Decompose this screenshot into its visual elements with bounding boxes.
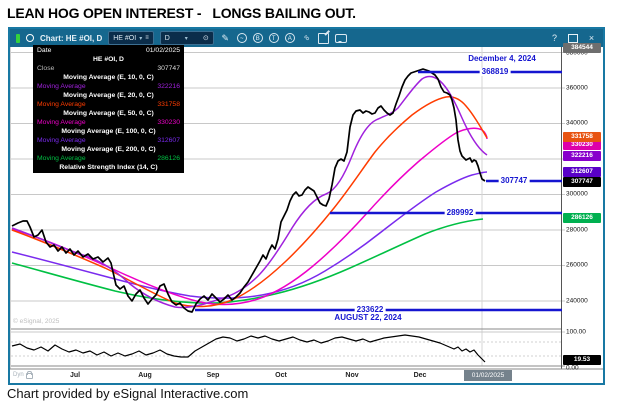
interval-select[interactable]: D ▾ ⊙ — [159, 31, 214, 45]
legend-ma-header: Moving Average (E, 50, 0, C) — [63, 110, 154, 117]
chart-toolbar: Chart: HE #OI, D HE #OI ▾ ≡ D ▾ ⊙ ✎ ~ B … — [10, 29, 603, 47]
cursor-date-badge: 01/02/2025 — [464, 370, 512, 381]
wave-study-button[interactable]: ~ — [236, 33, 247, 43]
legend-ma-label: Moving Average — [37, 119, 86, 126]
chevron-down-icon[interactable]: ▾ — [139, 35, 143, 42]
y-tick: 240000 — [566, 297, 588, 305]
connection-status-icon — [26, 34, 34, 42]
legend-close-label: Close — [37, 65, 55, 72]
esignal-watermark: © eSignal, 2025 — [13, 318, 60, 325]
data-window-legend: Date 01/02/2025 HE #OI, D Close 307747 Mov… — [33, 45, 184, 173]
text-tool-button[interactable]: T — [268, 33, 279, 43]
legend-ma-value: 286126 — [157, 155, 180, 162]
x-tick-month: Sep — [206, 372, 220, 379]
edit-study-button[interactable] — [317, 32, 329, 44]
axis-badge-ema100: 312607 — [563, 167, 601, 177]
chevron-down-icon[interactable]: ▾ — [184, 35, 188, 42]
axis-badge-ema20: 331758 — [563, 132, 601, 142]
page-title: LEAN HOG OPEN INTEREST - LONGS BAILING O… — [7, 5, 356, 21]
legend-ma-value: 331758 — [157, 101, 180, 108]
rsi-tick: 0.00 — [566, 364, 579, 372]
y-tick: 300000 — [566, 190, 588, 198]
annotation-low-value: 233622 — [354, 305, 386, 314]
axis-badge-ema200: 286126 — [563, 213, 601, 223]
window-title: Chart: HE #OI, D — [40, 33, 103, 43]
legend-ma-label: Moving Average — [37, 137, 86, 144]
help-button[interactable]: ? — [551, 33, 557, 43]
legend-ma-label: Moving Average — [37, 83, 86, 90]
restore-window-button[interactable] — [568, 33, 578, 43]
x-tick-month: Aug — [138, 372, 152, 379]
clock-icon[interactable]: ⊙ — [202, 35, 209, 42]
legend-ma-value: 322216 — [157, 83, 180, 90]
legend-ma-value: 312607 — [157, 137, 180, 144]
annotation-low-date: AUGUST 22, 2024 — [334, 313, 402, 322]
axis-badge-session-high: 384544 — [563, 43, 601, 53]
x-tick-month: Dec — [413, 372, 427, 379]
legend-ma-header: Moving Average (E, 100, 0, C) — [61, 128, 156, 135]
ema100-line — [11, 171, 488, 299]
y-tick: 380000 — [566, 49, 588, 57]
symbol-value: HE #OI — [113, 34, 137, 42]
ema10-line — [11, 75, 488, 309]
y-tick: 360000 — [566, 84, 588, 92]
legend-date-label: Date — [37, 47, 52, 54]
chat-bubble-button[interactable] — [334, 33, 347, 43]
y-tick: 280000 — [566, 226, 588, 234]
ema200-line — [11, 218, 484, 304]
x-tick-month: Oct — [275, 372, 287, 379]
rsi-line — [11, 334, 486, 363]
legend-ma-label: Moving Average — [37, 155, 86, 162]
rsi-tick: 100.00 — [566, 328, 586, 336]
chart-window — [8, 27, 605, 385]
dyn-mode-label[interactable]: Dyn — [13, 371, 33, 379]
legend-ma-header: Moving Average (E, 10, 0, C) — [63, 74, 154, 81]
y-tick: 340000 — [566, 119, 588, 127]
x-tick-month: Nov — [345, 372, 359, 379]
legend-ma-value: 330230 — [157, 119, 180, 126]
panel-borders — [10, 47, 603, 370]
close-button[interactable]: × — [588, 33, 595, 43]
realtime-indicator-icon — [16, 33, 20, 43]
axis-badge-ema10: 322216 — [563, 151, 601, 161]
axis-badge-rsi: 19.53 — [563, 355, 601, 365]
legend-series-title: HE #OI, D — [93, 56, 124, 63]
interval-value: D — [164, 34, 170, 42]
bar-type-button[interactable]: B — [252, 33, 263, 43]
y-tick: 260000 — [566, 261, 588, 269]
footer-caption: Chart provided by eSignal Interactive.co… — [7, 386, 249, 401]
ema20-line — [11, 96, 488, 308]
axis-badge-close: 307747 — [563, 177, 601, 187]
annotation-peak-date: December 4, 2024 — [468, 54, 536, 63]
draw-pencil-button[interactable]: ✎ — [221, 33, 229, 43]
legend-ma-label: Moving Average — [37, 101, 86, 108]
symbol-input[interactable]: HE #OI ▾ ≡ — [108, 31, 154, 45]
annotation-support: 289992 — [444, 208, 476, 217]
legend-rsi-header: Relative Strength Index (14, C) — [59, 164, 158, 171]
menu-icon[interactable]: ≡ — [145, 35, 149, 41]
ema50-line — [11, 127, 488, 306]
legend-close-value: 307747 — [157, 65, 180, 72]
legend-date-value: 01/02/2025 — [145, 47, 180, 54]
annotation-close-line: 307747 — [498, 176, 530, 185]
lock-icon[interactable] — [25, 371, 33, 379]
legend-ma-header: Moving Average (E, 20, 0, C) — [63, 92, 154, 99]
axis-badge-ema50: 330230 — [563, 140, 601, 150]
annotation-peak-value: 368819 — [479, 67, 511, 76]
x-tick-month: Jul — [69, 372, 81, 379]
annotate-button[interactable]: A — [284, 33, 295, 43]
legend-ma-header: Moving Average (E, 200, 0, C) — [61, 146, 156, 153]
